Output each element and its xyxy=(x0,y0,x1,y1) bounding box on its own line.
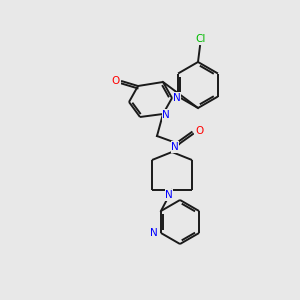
Text: N: N xyxy=(171,142,179,152)
Text: N: N xyxy=(162,110,170,120)
Text: N: N xyxy=(150,228,158,238)
Text: O: O xyxy=(195,126,203,136)
Text: N: N xyxy=(173,93,181,103)
Text: Cl: Cl xyxy=(196,34,206,44)
Text: O: O xyxy=(112,76,120,86)
Text: N: N xyxy=(165,190,173,200)
